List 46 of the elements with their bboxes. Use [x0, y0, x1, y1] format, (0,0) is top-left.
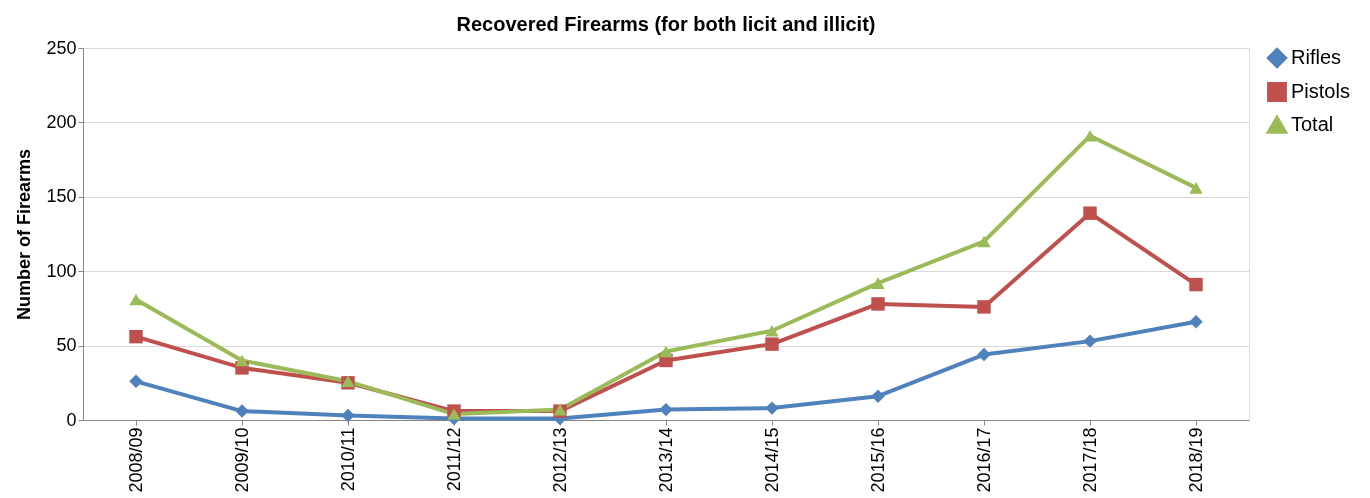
x-tick-label: 2018/19 — [1185, 427, 1206, 493]
point — [447, 408, 461, 420]
point — [765, 401, 779, 415]
point — [765, 337, 779, 351]
chart-title: Recovered Firearms (for both licit and illicit) — [456, 13, 876, 35]
x-tick-label: 2011/12 — [443, 427, 464, 492]
x-tick-label: 2016/17 — [973, 427, 994, 493]
y-tick-label: 0 — [66, 409, 77, 430]
point — [765, 324, 779, 337]
x-tick-label: 2010/11 — [337, 427, 358, 492]
y-axis-title: Number of Firearms — [14, 148, 35, 321]
y-tick-label: 100 — [46, 260, 77, 281]
x-tick-label: 2017/18 — [1079, 427, 1100, 493]
x-tick-label: 2013/14 — [655, 427, 676, 493]
x-tick-label: 2008/09 — [125, 427, 146, 493]
legend-label: Rifles — [1291, 46, 1342, 68]
y-tick-label: 150 — [46, 186, 77, 207]
point — [235, 354, 249, 367]
point — [659, 402, 673, 417]
y-tick-label: 250 — [46, 37, 77, 58]
point — [871, 277, 885, 289]
point — [129, 293, 143, 306]
legend-label: Total — [1291, 113, 1334, 135]
x-tick-label: 2009/10 — [231, 427, 252, 493]
y-tick-label: 200 — [46, 111, 77, 132]
point — [129, 329, 143, 344]
point — [341, 408, 355, 423]
legend-label: Pistols — [1291, 80, 1350, 102]
x-tick-label: 2014/15 — [761, 427, 782, 493]
point — [1189, 277, 1203, 292]
point — [871, 297, 885, 311]
point — [977, 347, 991, 362]
point — [1189, 182, 1203, 194]
x-tick-label: 2012/13 — [549, 427, 570, 493]
point — [659, 345, 673, 358]
point — [1083, 129, 1097, 142]
point — [977, 300, 991, 314]
point — [235, 404, 249, 418]
point — [1083, 206, 1097, 220]
y-tick-label: 50 — [56, 335, 77, 356]
point — [871, 389, 885, 403]
point — [1083, 334, 1097, 348]
x-tick-label: 2015/16 — [867, 427, 888, 493]
point — [1189, 315, 1203, 329]
point — [977, 235, 991, 248]
point — [129, 374, 143, 389]
